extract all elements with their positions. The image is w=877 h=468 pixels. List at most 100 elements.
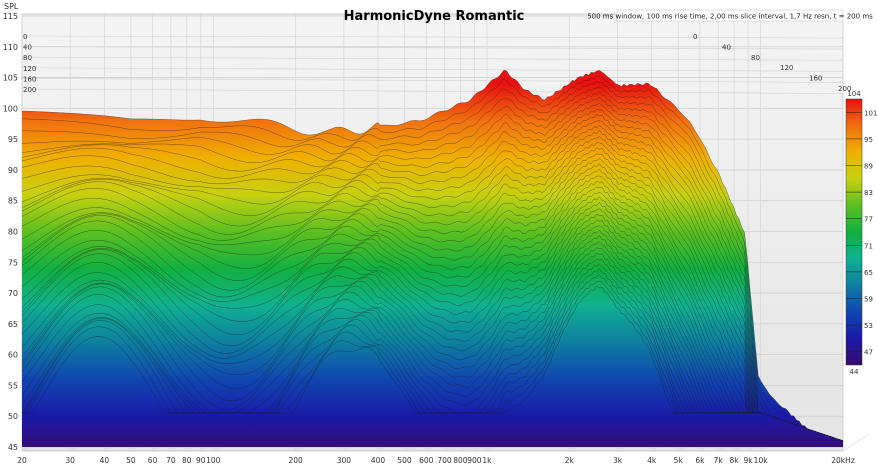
color-scale-label: 59 — [864, 296, 873, 304]
slice-line — [21, 96, 844, 442]
slice-line — [21, 225, 844, 442]
x-tick-label: 800 — [453, 456, 468, 465]
time-grid-line — [21, 46, 844, 50]
slice-line — [22, 285, 844, 442]
color-scale-label: 83 — [864, 189, 873, 197]
y-tick-label: 85 — [8, 197, 18, 206]
y-tick-label: 115 — [3, 12, 18, 21]
x-tick-label: 9k — [744, 456, 754, 465]
slice-line — [21, 214, 844, 442]
time-grid-line — [21, 88, 844, 94]
slice-line — [21, 147, 844, 442]
time-axis: 0 0 40 40 80 80 120 120 160 160 200 200 — [23, 33, 851, 94]
color-scale-label: 53 — [864, 322, 873, 330]
time-grid-line — [21, 78, 844, 83]
x-tick-label: 6k — [695, 456, 705, 465]
time-grid-line — [21, 67, 844, 72]
time-tick-left: 120 — [23, 65, 36, 73]
time-tick-left: 0 — [23, 33, 27, 41]
slice-line — [21, 114, 844, 442]
x-tick-label: 700 — [437, 456, 452, 465]
slice-line — [21, 186, 844, 442]
slice-line — [21, 86, 844, 442]
x-tick-label: 5k — [674, 456, 684, 465]
x-tick-label: 500 — [397, 456, 412, 465]
slice-line — [21, 175, 844, 442]
y-tick-label: 75 — [8, 258, 18, 267]
x-tick-label: 600 — [419, 456, 434, 465]
slice-line — [21, 162, 844, 442]
time-tick-right: 160 — [809, 75, 822, 83]
x-tick-label: 80 — [182, 456, 192, 465]
x-tick-label: 60 — [148, 456, 158, 465]
y-tick-label: 90 — [8, 166, 18, 175]
color-scale-label: 65 — [864, 269, 873, 277]
x-tick-label: 900 — [467, 456, 482, 465]
time-grid-line — [21, 56, 844, 61]
slice-line — [22, 81, 844, 442]
info-box — [616, 9, 844, 22]
time-tick-left: 40 — [23, 44, 32, 52]
y-tick-label: 55 — [8, 381, 18, 390]
slice-line — [21, 120, 844, 442]
y-tick-label: 50 — [8, 412, 18, 421]
color-scale-label: 95 — [864, 136, 873, 144]
x-tick-label: 7k — [714, 456, 724, 465]
slice-fill — [22, 286, 843, 447]
slice-line — [21, 196, 844, 442]
slice-line — [21, 135, 844, 442]
time-tick-left: 160 — [23, 75, 36, 83]
slice-line — [21, 103, 844, 442]
x-tick-label: 1k — [482, 456, 492, 465]
x-tick-label: 400 — [371, 456, 386, 465]
color-scale-max: 104 — [847, 90, 861, 98]
y-tick-label: 110 — [3, 43, 18, 52]
color-scale: 104 101 95 89 83 77 71 65 59 53 47 44 — [845, 90, 877, 376]
time-tick-right: 0 — [693, 33, 697, 41]
x-tick-label: 200 — [289, 456, 304, 465]
slices — [21, 70, 844, 448]
y-axis: 45 50 55 60 65 70 75 80 85 90 95 100 105 110 115 — [3, 12, 18, 452]
time-tick-right: 80 — [751, 54, 760, 62]
time-tick-left: 200 — [23, 86, 36, 94]
slice-line — [21, 70, 844, 442]
color-scale-min: 44 — [850, 368, 859, 376]
y-tick-label: 95 — [8, 135, 18, 144]
color-scale-label: 71 — [864, 242, 873, 250]
x-tick-label: 20 — [17, 456, 27, 465]
time-tick-right: 200 — [838, 85, 851, 93]
x-tick-label: 50 — [126, 456, 136, 465]
x-tick-label: 4k — [647, 456, 657, 465]
time-tick-left: 80 — [23, 54, 32, 62]
y-axis-label: SPL — [4, 2, 19, 11]
x-tick-label: 10k — [754, 456, 769, 465]
slice-line — [21, 75, 844, 442]
y-tick-label: 70 — [8, 289, 18, 298]
slice-line — [21, 91, 844, 442]
slice-line — [21, 201, 844, 442]
grid-line-diag — [842, 433, 870, 452]
y-tick-label: 105 — [3, 74, 18, 83]
x-tick-label: 30 — [65, 456, 75, 465]
time-grid-line — [21, 35, 844, 39]
info-text: 500 ms window, 100 ms rise time, 2,00 ms… — [587, 13, 873, 21]
x-tick-label: 300 — [337, 456, 352, 465]
x-tick-label: 2k — [565, 456, 575, 465]
slice-line — [21, 108, 844, 442]
slice-line — [21, 219, 844, 442]
time-tick-right: 40 — [722, 43, 731, 51]
x-tick-label: 90 — [196, 456, 206, 465]
time-tick-right: 120 — [780, 64, 793, 72]
y-tick-label: 100 — [3, 104, 18, 113]
color-scale-label: 89 — [864, 163, 873, 171]
chart-title: HarmonicDyne Romantic — [344, 9, 525, 24]
x-axis: 20 30 40 50 60 70 80 90 100 200 300 400 500 600 700 800… — [17, 456, 855, 465]
x-tick-label: 40 — [100, 456, 110, 465]
x-tick-label: 20kHz — [831, 456, 855, 465]
slice-line — [21, 191, 844, 442]
slice-line — [21, 129, 844, 442]
slice-line — [21, 180, 844, 442]
y-tick-label: 45 — [8, 443, 18, 452]
